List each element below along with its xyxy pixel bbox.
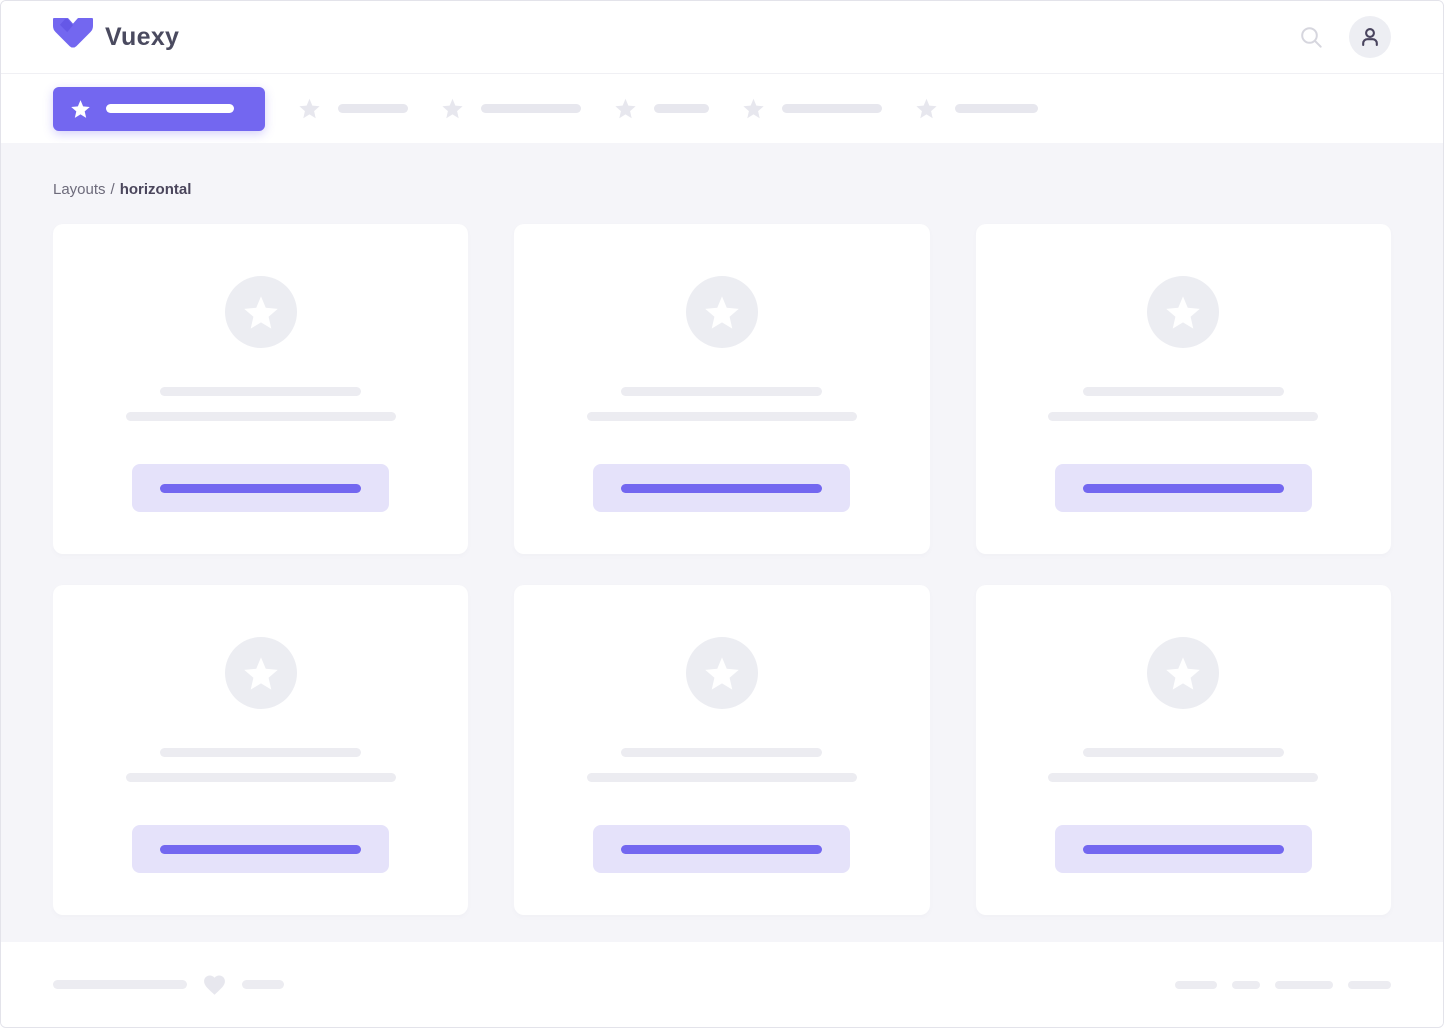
nav-label-placeholder [782,104,882,113]
footer-link-placeholder [1232,980,1260,989]
star-icon [915,98,938,119]
footer-link-placeholder [1175,980,1217,989]
nav-item-active[interactable] [53,86,265,131]
brand-title: Vuexy [105,22,180,51]
star-icon [1166,656,1201,690]
nav-label-placeholder [106,104,234,113]
text-line-placeholder [1082,748,1284,757]
text-line-placeholder [1048,412,1319,421]
star-icon [243,656,278,690]
star-circle [1147,637,1220,709]
skeleton-card [514,224,930,554]
app-header: Vuexy [1,1,1443,74]
nav-item[interactable] [915,98,1038,119]
nav-label-placeholder [338,104,408,113]
horizontal-navbar [1,74,1443,143]
brand-logo[interactable]: Vuexy [53,18,179,56]
breadcrumb-section[interactable]: Layouts [53,181,106,198]
button-label-placeholder [621,483,823,493]
text-line-placeholder [125,773,396,782]
button-label-placeholder [160,844,362,854]
skeleton-card [53,585,469,915]
text-line-placeholder [125,412,396,421]
text-line-placeholder [1048,773,1319,782]
star-icon [1166,295,1201,329]
search-icon[interactable] [1300,26,1323,49]
user-avatar-button[interactable] [1349,16,1391,58]
star-icon [70,99,91,119]
footer-link-placeholder [1275,980,1333,989]
star-circle [685,276,758,348]
text-line-placeholder [53,980,187,989]
breadcrumb-separator: / [110,181,115,198]
nav-label-placeholder [481,104,581,113]
star-icon [243,295,278,329]
user-icon [1359,26,1381,48]
page-content: Layouts / horizontal [1,143,1443,942]
star-icon [614,98,637,119]
text-line-placeholder [160,748,362,757]
nav-item[interactable] [742,98,882,119]
primary-button-placeholder[interactable] [593,464,851,512]
nav-label-placeholder [955,104,1038,113]
star-icon [705,656,739,690]
text-line-placeholder [621,748,823,757]
header-actions [1300,16,1391,58]
primary-button-placeholder[interactable] [1054,464,1312,512]
breadcrumb: Layouts / horizontal [53,180,1391,200]
primary-button-placeholder[interactable] [593,825,851,873]
skeleton-card [514,585,930,915]
vuexy-logo-icon [53,18,93,56]
skeleton-card [53,224,469,554]
app-footer [1,942,1443,1027]
star-icon [298,98,321,119]
heart-icon [202,973,227,996]
text-line-placeholder [586,412,857,421]
primary-button-placeholder[interactable] [132,464,390,512]
text-line-placeholder [242,980,284,989]
text-line-placeholder [621,387,823,396]
button-label-placeholder [1082,483,1284,493]
star-circle [224,276,297,348]
star-icon [742,98,765,119]
primary-button-placeholder[interactable] [1054,825,1312,873]
star-circle [224,637,297,709]
button-label-placeholder [1082,844,1284,854]
text-line-placeholder [1082,387,1284,396]
primary-button-placeholder[interactable] [132,825,390,873]
nav-item[interactable] [614,98,709,119]
skeleton-card [975,585,1391,915]
footer-links [1175,980,1391,989]
button-label-placeholder [621,844,823,854]
footer-left [53,973,284,996]
nav-label-placeholder [654,104,709,113]
star-circle [1147,276,1220,348]
star-icon [441,98,464,119]
skeleton-card [975,224,1391,554]
nav-item[interactable] [441,98,581,119]
text-line-placeholder [586,773,857,782]
footer-link-placeholder [1348,980,1391,989]
cards-grid [53,224,1391,915]
breadcrumb-current: horizontal [119,181,192,198]
star-icon [705,295,739,329]
text-line-placeholder [160,387,362,396]
nav-item[interactable] [298,98,408,119]
button-label-placeholder [160,483,362,493]
star-circle [685,637,758,709]
